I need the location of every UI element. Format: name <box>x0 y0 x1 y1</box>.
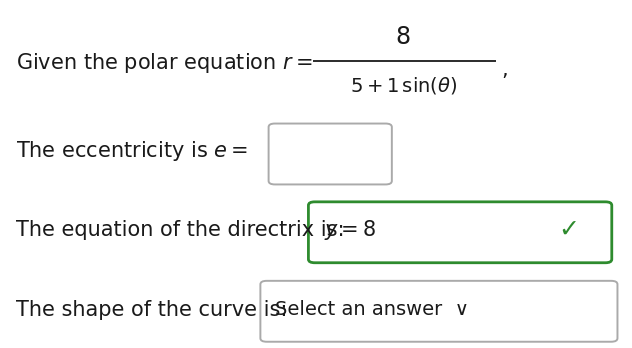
Text: $5 + 1\,\sin(\theta)$: $5 + 1\,\sin(\theta)$ <box>349 75 457 96</box>
Text: The equation of the directrix is:: The equation of the directrix is: <box>16 220 351 240</box>
Text: $8$: $8$ <box>396 25 411 48</box>
Text: $y = 8$: $y = 8$ <box>324 218 376 242</box>
Text: ,: , <box>501 60 507 80</box>
FancyBboxPatch shape <box>260 281 617 342</box>
Text: ✓: ✓ <box>558 218 580 242</box>
Text: The shape of the curve is:: The shape of the curve is: <box>16 300 294 320</box>
FancyBboxPatch shape <box>269 124 392 184</box>
Text: Select an answer  ∨: Select an answer ∨ <box>275 300 469 319</box>
FancyBboxPatch shape <box>308 202 612 263</box>
Text: Given the polar equation $r = $: Given the polar equation $r = $ <box>16 51 312 74</box>
Text: The eccentricity is $e = $: The eccentricity is $e = $ <box>16 140 248 163</box>
